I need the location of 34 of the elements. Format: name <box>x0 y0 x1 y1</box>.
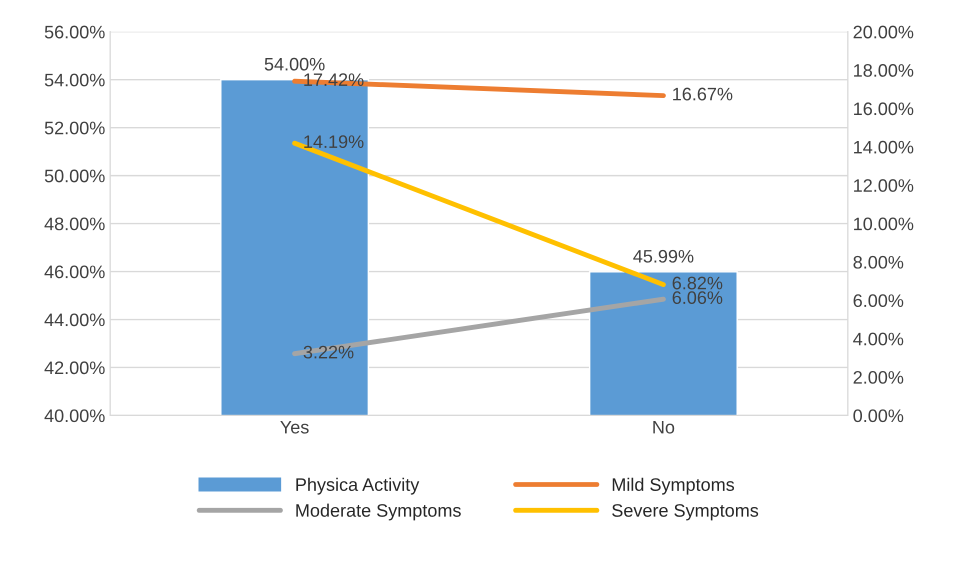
y-tick-label: 42.00% <box>44 361 105 374</box>
y-tick-label: 52.00% <box>44 122 105 134</box>
data-label: 6.06% <box>672 291 722 304</box>
y2-tick-label: 4.00% <box>853 332 904 346</box>
x-tick-label: No <box>653 420 674 434</box>
y-tick-label: 44.00% <box>44 313 105 326</box>
y2-tick-label: 12.00% <box>854 179 914 192</box>
data-label: 3.22% <box>304 346 354 359</box>
y-tick-label: 56.00% <box>44 26 105 38</box>
data-label: 14.19% <box>304 135 364 148</box>
legend-label: Mild Symptoms <box>612 478 734 495</box>
data-label: 6.82% <box>672 276 722 290</box>
legend-label: Severe Symptoms <box>612 504 758 520</box>
y-tick-label: 48.00% <box>44 218 105 230</box>
data-label: 17.42% <box>304 73 364 86</box>
y2-tick-label: 10.00% <box>854 218 914 230</box>
y2-tick-label: 16.00% <box>854 102 914 116</box>
data-label: 54.00% <box>264 58 325 71</box>
y2-tick-label: 0.00% <box>853 409 904 422</box>
data-label: 45.99% <box>633 250 694 263</box>
y-tick-label: 54.00% <box>44 74 105 86</box>
legend-label: Physica Activity <box>296 478 420 495</box>
y2-tick-label: 6.00% <box>854 294 904 308</box>
y-tick-label: 46.00% <box>44 265 105 278</box>
y-tick-label: 40.00% <box>44 409 105 422</box>
y2-tick-label: 14.00% <box>854 140 914 154</box>
y2-tick-label: 18.00% <box>854 64 914 77</box>
y-tick-label: 50.00% <box>44 170 105 182</box>
legend-label: Moderate Symptoms <box>296 504 461 520</box>
data-label: 16.67% <box>673 88 732 100</box>
y2-tick-label: 2.00% <box>854 371 904 384</box>
y2-tick-label: 8.00% <box>853 256 904 269</box>
x-tick-label: Yes <box>280 420 309 434</box>
y2-tick-label: 20.00% <box>854 26 914 38</box>
